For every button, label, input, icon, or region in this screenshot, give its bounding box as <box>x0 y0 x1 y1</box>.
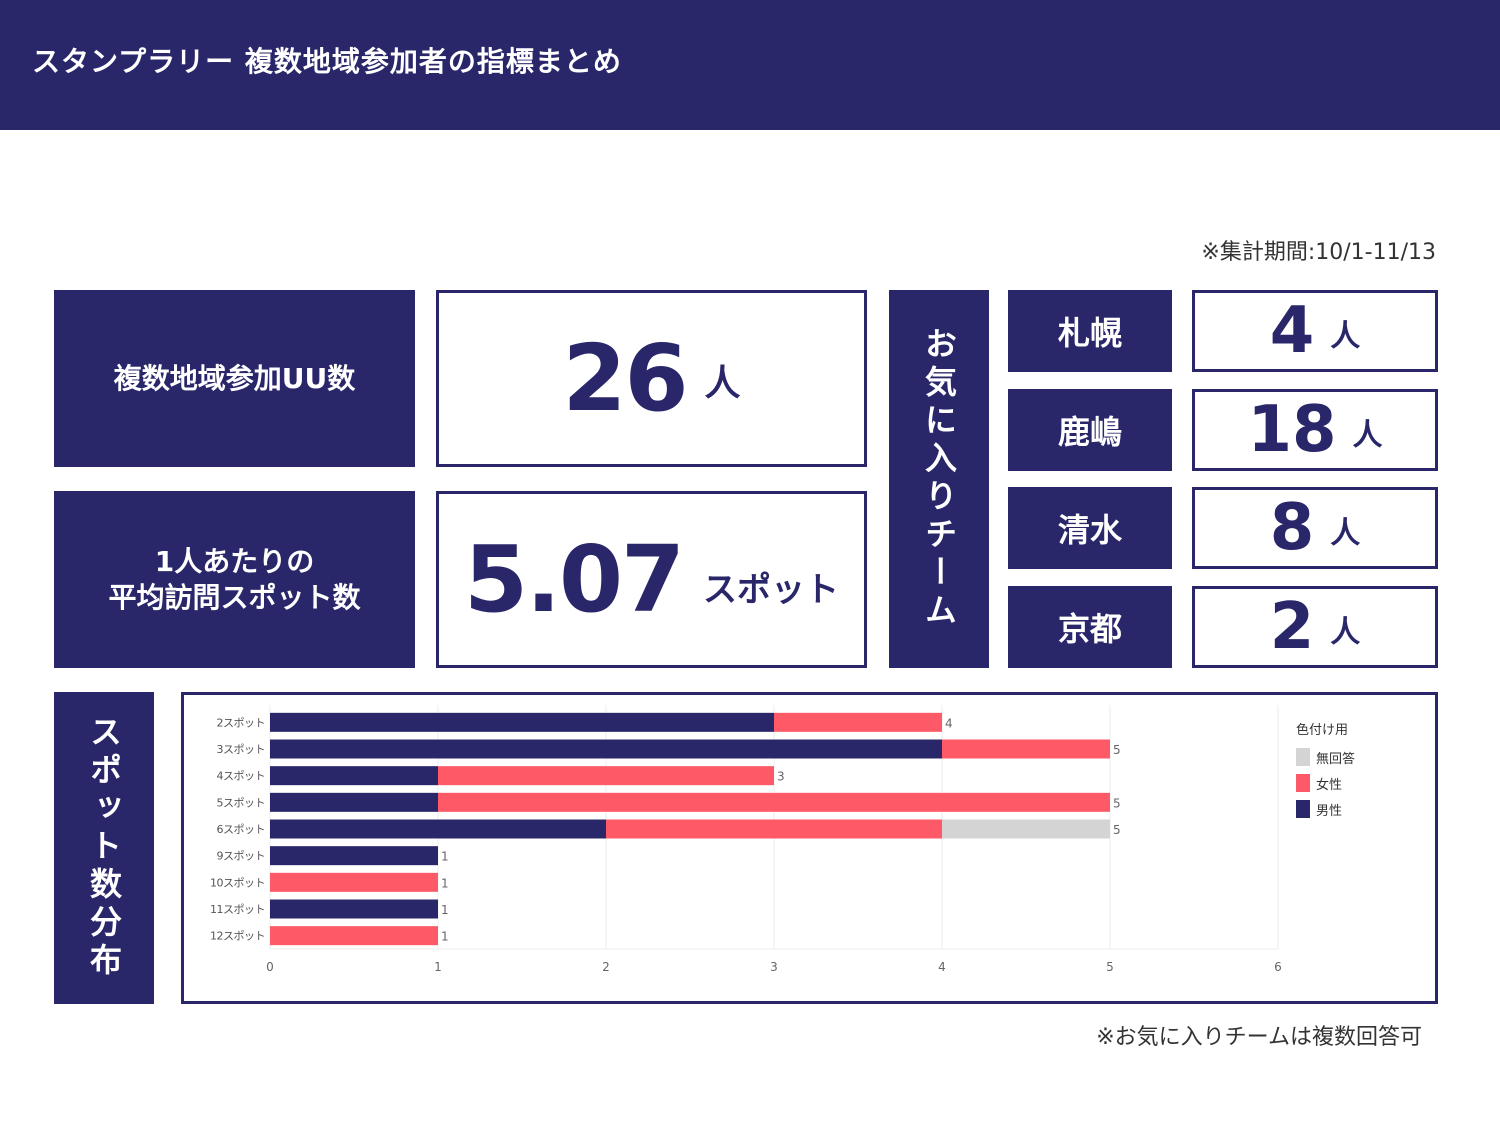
legend-swatch-male <box>1296 800 1310 818</box>
uu-value-box: 26 人 <box>436 290 867 467</box>
team-name-box-kyoto: 京都 <box>1008 586 1172 668</box>
chart-legend: 色付け用 無回答 女性 男性 <box>1296 719 1355 822</box>
header-bar: スタンプラリー 複数地域参加者の指標まとめ <box>0 0 1500 130</box>
avg-spots-label-line1: 1人あたりの <box>154 544 315 578</box>
y-category-label: 6スポット <box>217 823 266 836</box>
x-tick-label: 0 <box>266 960 274 974</box>
bar-segment <box>774 712 942 732</box>
y-category-label: 12スポット <box>210 930 265 943</box>
y-category-label: 3スポット <box>217 743 266 756</box>
legend-label-female: 女性 <box>1316 777 1343 793</box>
bar-segment <box>606 819 942 839</box>
uu-unit: 人 <box>704 363 741 404</box>
x-tick-label: 4 <box>938 960 946 974</box>
legend-label-male: 男性 <box>1316 803 1343 819</box>
legend-swatch-no-answer <box>1296 748 1310 766</box>
y-category-label: 9スポット <box>217 850 266 863</box>
legend-item-male: 男性 <box>1296 796 1355 822</box>
avg-spots-label-box: 1人あたりの 平均訪問スポット数 <box>54 491 415 668</box>
team-name-kashima: 鹿嶋 <box>1057 413 1122 451</box>
x-tick-label: 1 <box>434 960 442 974</box>
avg-spots-value: 5.07 <box>464 526 685 633</box>
bar-total-label: 5 <box>1113 743 1121 757</box>
uu-label: 複数地域参加UU数 <box>113 361 356 395</box>
team-name-shimizu: 清水 <box>1057 511 1122 549</box>
favorite-team-label: お気に入りチーム <box>920 327 958 631</box>
y-category-label: 11スポット <box>210 903 265 916</box>
page-title: スタンプラリー 複数地域参加者の指標まとめ <box>32 45 622 78</box>
uu-label-box: 複数地域参加UU数 <box>54 290 415 467</box>
bar-segment <box>942 819 1110 839</box>
bar-segment <box>942 739 1110 759</box>
footer-note: ※お気に入りチームは複数回答可 <box>1096 1025 1422 1050</box>
team-value-box-kashima: 18 人 <box>1192 389 1438 471</box>
team-value-box-kyoto: 2 人 <box>1192 586 1438 668</box>
bar-segment <box>270 872 438 892</box>
team-value-box-sapporo: 4 人 <box>1192 290 1438 372</box>
legend-title: 色付け用 <box>1296 723 1349 738</box>
bar-segment <box>270 899 438 919</box>
bar-total-label: 1 <box>441 850 449 864</box>
y-category-label: 5スポット <box>217 796 266 809</box>
legend-label-no-answer: 無回答 <box>1316 751 1356 767</box>
bar-segment <box>270 739 942 759</box>
legend-item-no-answer: 無回答 <box>1296 744 1355 770</box>
y-category-label: 10スポット <box>210 876 265 889</box>
bar-total-label: 3 <box>777 770 785 784</box>
distribution-label: スポット数分布 <box>85 715 123 981</box>
bar-segment <box>438 792 1110 812</box>
team-value-sapporo: 4 <box>1269 294 1315 368</box>
legend-swatch-female <box>1296 774 1310 792</box>
legend-item-female: 女性 <box>1296 770 1355 796</box>
avg-spots-label-line2: 平均訪問スポット数 <box>108 580 361 614</box>
bar-total-label: 5 <box>1113 796 1121 810</box>
bar-segment <box>270 766 438 786</box>
x-tick-label: 2 <box>602 960 610 974</box>
team-name-sapporo: 札幌 <box>1057 314 1122 352</box>
team-value-box-shimizu: 8 人 <box>1192 487 1438 569</box>
team-value-shimizu: 8 <box>1269 491 1315 565</box>
distribution-label-box: スポット数分布 <box>54 692 154 1004</box>
team-unit-sapporo: 人 <box>1330 319 1361 354</box>
bar-total-label: 4 <box>945 716 953 730</box>
uu-value: 26 <box>562 325 688 432</box>
team-name-kyoto: 京都 <box>1057 610 1122 648</box>
team-value-kyoto: 2 <box>1269 590 1315 664</box>
team-name-box-shimizu: 清水 <box>1008 487 1172 569</box>
bar-total-label: 1 <box>441 903 449 917</box>
team-name-box-sapporo: 札幌 <box>1008 290 1172 372</box>
bar-segment <box>270 846 438 866</box>
bar-total-label: 1 <box>441 876 449 890</box>
chart-svg: 0 1 2 3 4 5 6 2スポット 4 3スポット 5 4スポット 3 5スポット 5 6スポット 5 9スポ… <box>210 705 1282 974</box>
y-category-label: 2スポット <box>217 716 266 729</box>
team-unit-kyoto: 人 <box>1330 615 1361 650</box>
avg-spots-unit: スポット <box>703 570 839 610</box>
bar-segment <box>270 712 774 732</box>
bar-segment <box>438 766 774 786</box>
bar-total-label: 5 <box>1113 823 1121 837</box>
x-tick-label: 6 <box>1274 960 1282 974</box>
team-unit-shimizu: 人 <box>1330 516 1361 551</box>
y-category-label: 4スポット <box>217 770 266 783</box>
favorite-team-label-box: お気に入りチーム <box>889 290 989 668</box>
team-value-kashima: 18 <box>1247 393 1337 467</box>
bar-segment <box>270 792 438 812</box>
x-tick-label: 5 <box>1106 960 1114 974</box>
spot-distribution-chart: 0 1 2 3 4 5 6 2スポット 4 3スポット 5 4スポット 3 5スポット 5 6スポット 5 9スポ… <box>181 692 1438 1004</box>
x-tick-label: 3 <box>770 960 778 974</box>
bar-segment <box>270 926 438 946</box>
avg-spots-value-box: 5.07 スポット <box>436 491 867 668</box>
bar-total-label: 1 <box>441 930 449 944</box>
bar-segment <box>270 819 606 839</box>
team-unit-kashima: 人 <box>1352 418 1383 453</box>
team-name-box-kashima: 鹿嶋 <box>1008 389 1172 471</box>
period-note: ※集計期間:10/1-11/13 <box>1201 240 1436 265</box>
